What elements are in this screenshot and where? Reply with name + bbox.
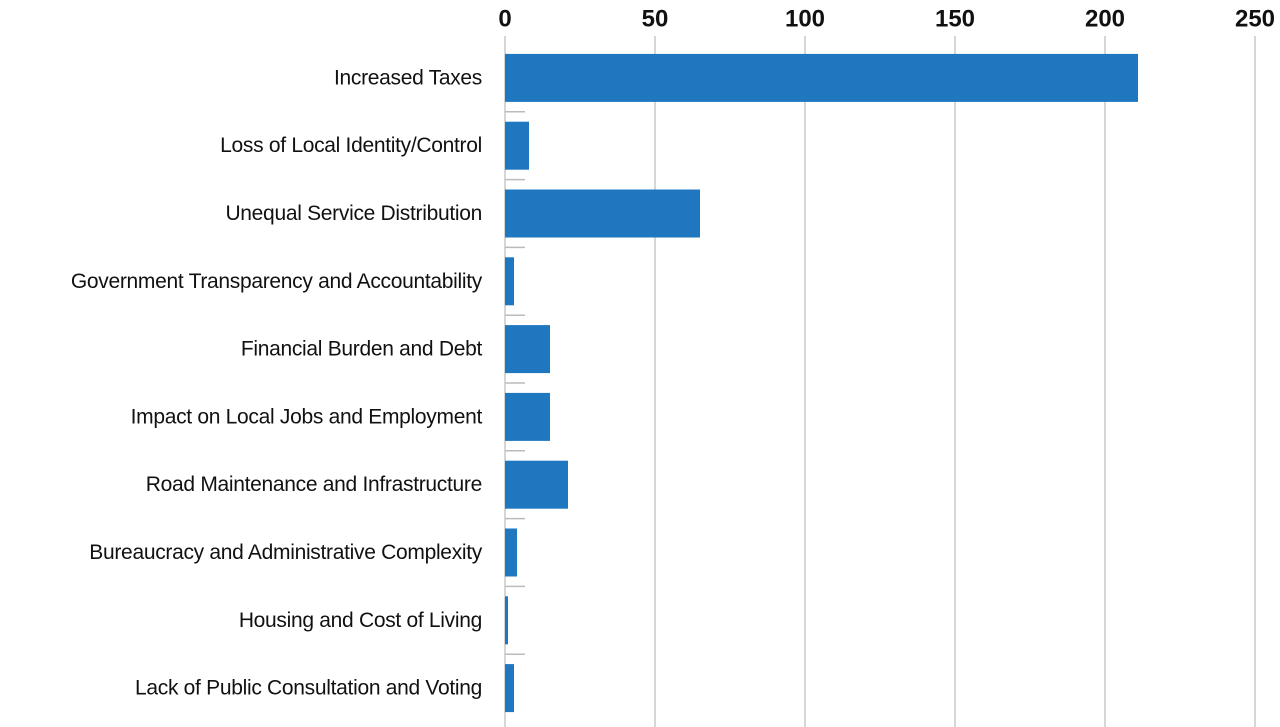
x-tick-label: 250 — [1235, 5, 1275, 32]
y-tick-label: Government Transparency and Accountabili… — [71, 270, 483, 293]
y-tick-label: Impact on Local Jobs and Employment — [131, 405, 483, 428]
x-tick-label: 50 — [642, 5, 669, 32]
y-tick-label: Housing and Cost of Living — [239, 609, 482, 632]
y-tick-label: Increased Taxes — [334, 66, 482, 89]
y-tick-label: Lack of Public Consultation and Voting — [135, 677, 482, 700]
y-tick-label: Bureaucracy and Administrative Complexit… — [89, 541, 483, 564]
bar — [505, 664, 514, 713]
bar — [505, 392, 550, 441]
x-tick-label: 150 — [935, 5, 975, 32]
y-tick-label: Road Maintenance and Infrastructure — [146, 473, 482, 496]
bar — [505, 257, 514, 306]
y-tick-label: Unequal Service Distribution — [225, 202, 482, 225]
y-tick-label: Financial Burden and Debt — [241, 338, 483, 361]
bar — [505, 121, 529, 170]
x-tick-label: 100 — [785, 5, 825, 32]
bar — [505, 325, 550, 374]
bar — [505, 528, 517, 577]
bar — [505, 596, 508, 645]
bar — [505, 189, 700, 238]
x-tick-label: 0 — [498, 5, 511, 32]
bar — [505, 460, 568, 509]
y-tick-label: Loss of Local Identity/Control — [220, 134, 482, 157]
x-tick-label: 200 — [1085, 5, 1125, 32]
bar — [505, 53, 1138, 102]
